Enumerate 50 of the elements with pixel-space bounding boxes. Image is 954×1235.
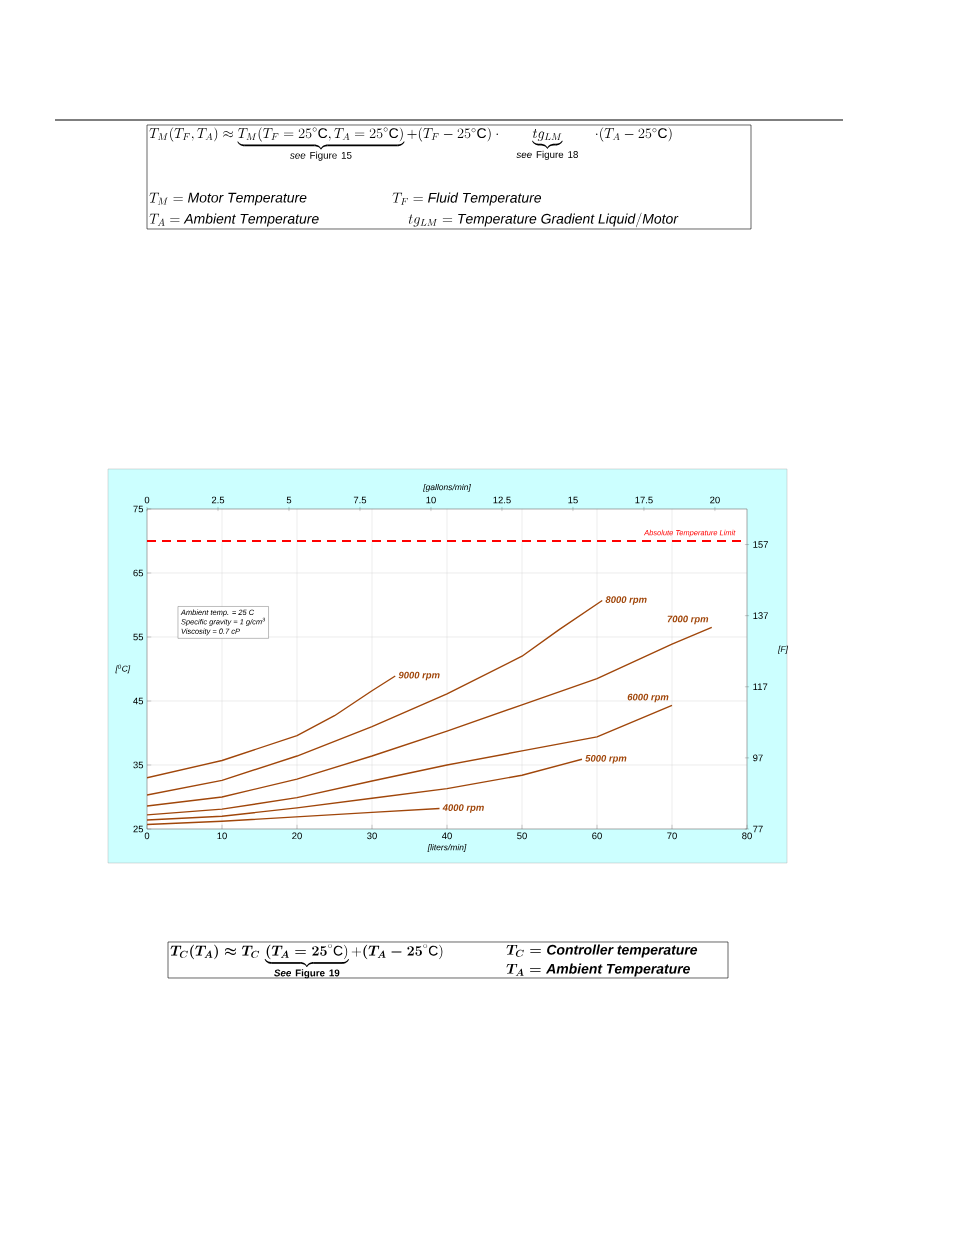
text: $T_A = \mathit{Ambient\ Temperature}$ (149, 213, 319, 227)
x2-tick-label: 7.5 (353, 496, 367, 504)
x-tick-label: 70 (667, 832, 677, 840)
y-tick-label: 65 (133, 569, 144, 577)
y-tick-label: 75 (133, 505, 144, 513)
text: $\boldsymbol{T_A = \mathit{Ambient\ Temperature}}$ (506, 963, 690, 977)
series-label: 8000 rpm (605, 596, 647, 605)
x-tick-label: 80 (742, 832, 752, 840)
y2-tick-label: 117 (753, 683, 768, 691)
text: $\boldsymbol{T_C(T_A) \approx T_C\,}\underbrace{\boldsymbol{(T_A = 25}^\circ\mathrm{C})}_{\boldsymbol{\mathit{See}}\ \mathbf{Figure\ 19}} + \boldsymbol{(T_A - 25}^\circ\mathrm{C})$ (170, 944, 443, 979)
x-tick-label: 20 (292, 832, 302, 840)
x2-tick-label: 15 (568, 496, 578, 504)
x2-tick-label: 10 (426, 496, 436, 504)
x2-tick-label: 12.5 (493, 496, 511, 504)
x-axis-title: [liters/min] (427, 844, 467, 852)
x-tick-label: 50 (517, 832, 527, 840)
y-tick-label: 35 (133, 761, 144, 769)
series-label: 4000 rpm (442, 804, 484, 813)
y2-tick-label: 77 (753, 825, 763, 833)
x-tick-label: 10 (217, 832, 227, 840)
x2-tick-label: 0 (144, 496, 150, 504)
text: $T_M(T_F,T_A) \approx \underbrace{T_M(T_F = 25^\circ\mathrm{C}, T_A = 25^\circ\mathrm{C})}_{\mathit{see}\ \mathrm{Figure\ 15}} + (T_F - 25^\circ\mathrm{C}) \cdot \quad \underbrace{tg_{LM}}_{\mathit{see}\ \mathrm{Figure\ 18}} \quad \cdot (T_A - 25^\circ\mathrm{C})$ (149, 127, 672, 161)
y-tick-label: 55 (133, 633, 144, 641)
x-tick-label: 30 (367, 832, 377, 840)
x-tick-label: 60 (592, 832, 602, 840)
x-tick-label: 0 (144, 832, 150, 840)
line-series (147, 758, 583, 821)
text: $tg_{LM} = \mathit{Temperature\ Gradient\ Liquid/Motor}$ (408, 212, 679, 228)
line-series (147, 704, 673, 816)
x2-tick-label: 17.5 (635, 496, 653, 504)
x2-axis-title: [gallons/min] (423, 483, 471, 492)
y2-tick-label: 97 (753, 754, 763, 762)
y-axis-title: [$^{0}$C] (115, 664, 131, 674)
series-label: 9000 rpm (398, 671, 440, 681)
text: $T_M = \mathit{Motor\ Temperature}$ (149, 192, 307, 206)
y2-axis-title: [F] (777, 645, 789, 654)
x-tick-label: 40 (441, 832, 452, 840)
y-tick-label: 45 (133, 697, 144, 705)
text: $T_F = \mathit{Fluid\ Temperature}$ (392, 192, 542, 206)
x2-tick-label: 2.5 (211, 496, 225, 504)
series-label: 7000 rpm (667, 615, 709, 625)
y-tick-label: 25 (133, 825, 144, 833)
line-series (147, 675, 396, 779)
y2-tick-label: 157 (753, 541, 768, 548)
series-label: 6000 rpm (627, 693, 669, 703)
series-label: 5000 rpm (585, 754, 627, 764)
x2-tick-label: 20 (710, 496, 720, 504)
text: $\boldsymbol{T_C = \mathit{Controller\ temperature}}$ (506, 944, 698, 958)
x2-tick-label: 5 (286, 496, 292, 504)
y2-tick-label: 137 (753, 612, 768, 620)
